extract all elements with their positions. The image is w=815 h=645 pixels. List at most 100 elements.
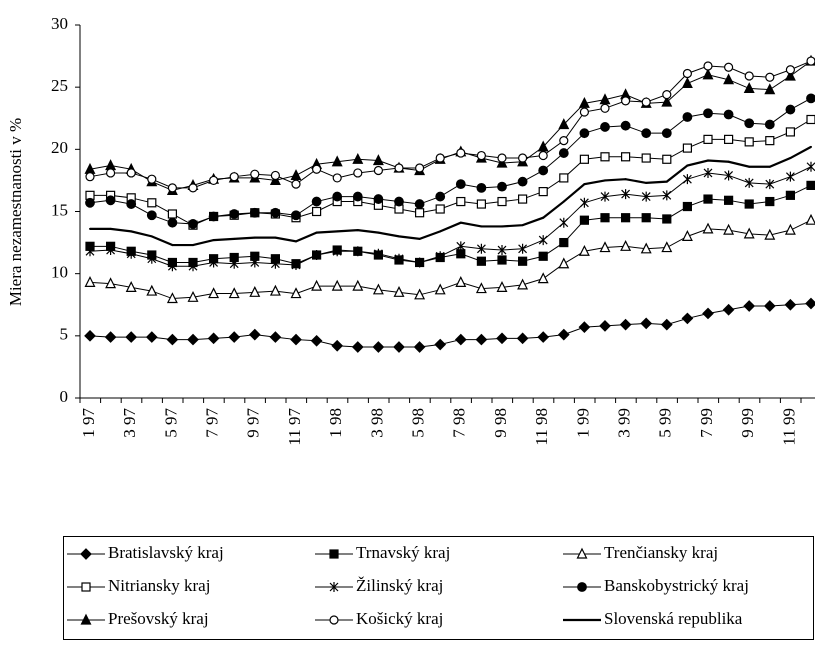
x-tick-label: 3 98	[367, 408, 386, 438]
marker	[743, 227, 755, 239]
marker	[229, 258, 239, 269]
series-line	[90, 119, 812, 226]
marker	[703, 134, 713, 144]
x-tick-label: 1 97	[79, 408, 98, 438]
marker	[784, 69, 796, 81]
marker	[290, 287, 302, 299]
marker	[578, 321, 591, 333]
marker	[806, 93, 815, 104]
marker	[785, 104, 796, 115]
marker	[331, 339, 344, 352]
marker	[291, 259, 301, 270]
y-axis-label: Miera nezamestnanosti v %	[6, 118, 25, 306]
marker	[518, 243, 528, 254]
marker	[765, 196, 775, 207]
marker	[373, 165, 383, 176]
marker	[723, 109, 734, 120]
marker	[599, 320, 611, 332]
x-tick-label: 9 98	[491, 408, 510, 438]
marker	[558, 148, 569, 158]
data-point	[789, 157, 792, 160]
marker	[104, 331, 117, 343]
marker	[85, 197, 95, 208]
legend-label: Žilinský kraj	[356, 576, 443, 595]
marker	[332, 191, 343, 202]
marker	[166, 292, 178, 304]
marker	[147, 198, 157, 208]
marker	[249, 285, 261, 297]
marker	[785, 171, 795, 182]
marker	[85, 246, 95, 257]
marker	[290, 169, 302, 181]
marker	[681, 77, 693, 89]
marker	[81, 582, 91, 592]
marker	[640, 317, 653, 330]
marker	[167, 183, 177, 193]
marker	[413, 341, 426, 353]
marker	[661, 241, 673, 253]
marker	[352, 279, 364, 291]
series-line	[90, 184, 812, 265]
marker	[765, 72, 775, 82]
data-point	[501, 225, 503, 228]
marker	[517, 194, 528, 204]
marker	[353, 246, 363, 257]
series	[85, 161, 815, 272]
marker	[640, 242, 652, 254]
marker	[496, 332, 508, 345]
marker	[415, 163, 425, 173]
y-tick-label: 0	[60, 387, 69, 406]
data-point	[398, 235, 400, 238]
marker	[599, 241, 611, 253]
marker	[537, 140, 549, 152]
marker	[332, 173, 342, 183]
marker	[80, 613, 92, 625]
marker	[331, 155, 343, 167]
marker	[806, 114, 815, 125]
marker	[785, 190, 796, 200]
marker	[393, 285, 405, 297]
marker	[372, 283, 384, 295]
marker	[579, 215, 590, 225]
x-tick-label: 1 98	[326, 408, 345, 438]
marker	[661, 95, 673, 107]
marker	[331, 279, 343, 291]
x-tick-label: 7 97	[203, 408, 222, 438]
data-point	[748, 165, 751, 168]
marker	[208, 211, 219, 222]
marker	[559, 217, 569, 228]
data-point	[171, 244, 174, 247]
marker	[146, 284, 158, 296]
series	[85, 56, 815, 193]
marker	[455, 179, 466, 190]
data-point	[645, 181, 648, 184]
marker	[393, 341, 405, 353]
marker	[188, 261, 198, 272]
marker	[682, 201, 693, 212]
marker	[270, 170, 280, 181]
marker	[702, 222, 714, 234]
marker	[662, 90, 672, 100]
marker	[682, 143, 693, 153]
marker	[600, 122, 610, 132]
x-tick-label: 3 97	[120, 408, 139, 438]
marker	[538, 251, 548, 261]
marker	[537, 272, 549, 284]
legend-label: Nitriansky kraj	[108, 576, 210, 595]
marker	[641, 213, 651, 223]
marker	[248, 328, 261, 341]
marker	[105, 195, 116, 206]
data-point	[727, 160, 730, 163]
marker	[765, 136, 775, 146]
marker	[269, 284, 281, 296]
marker	[764, 119, 775, 130]
data-point	[336, 230, 339, 233]
legend-box	[63, 536, 814, 640]
marker	[682, 68, 693, 79]
marker	[456, 241, 466, 252]
legend-label: Košický kraj	[356, 609, 443, 628]
marker	[559, 237, 569, 248]
y-tick-label: 30	[51, 14, 68, 33]
marker	[744, 177, 754, 188]
marker	[579, 107, 590, 117]
